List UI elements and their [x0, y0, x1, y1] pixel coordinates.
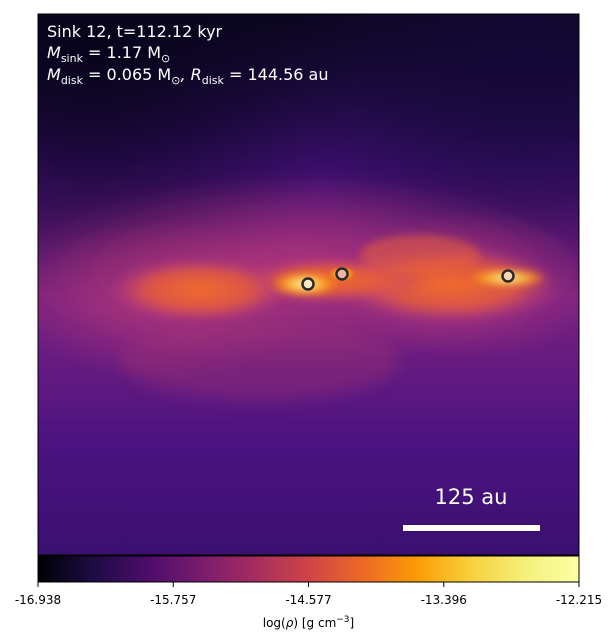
annotation-line-1: Sink 12, t=112.12 kyr [47, 22, 223, 41]
scale-bar-line [403, 525, 540, 531]
colorbar-gradient [37, 555, 580, 583]
annotation-line-3: Mdisk = 0.065 M⊙, Rdisk = 144.56 au [47, 65, 328, 87]
scale-bar-label: 125 au [435, 485, 508, 509]
sink-annotation: Sink 12, t=112.12 kyr Msink = 1.17 M⊙ Md… [47, 22, 328, 87]
sink-markers [301, 267, 515, 291]
colorbar-tick-label: -15.757 [150, 593, 196, 607]
colorbar-ticks [37, 582, 580, 587]
annotation-line-2: Msink = 1.17 M⊙ [47, 43, 170, 65]
colorbar-tick-label: -16.938 [15, 593, 61, 607]
colorbar-tick-label: -14.577 [285, 593, 331, 607]
colorbar: -16.938 -15.757 -14.577 -13.396 -12.215 … [15, 555, 602, 630]
sink-a-marker [301, 277, 315, 291]
sink-c-marker [501, 269, 515, 283]
plot-frame [37, 13, 580, 556]
colorbar-tick-label: -13.396 [421, 593, 467, 607]
colorbar-label: log(ρ) [g cm−3] [263, 615, 354, 630]
sink-b-marker [335, 267, 349, 281]
scale-bar: 125 au [403, 485, 540, 531]
colorbar-tick-label: -12.215 [556, 593, 602, 607]
